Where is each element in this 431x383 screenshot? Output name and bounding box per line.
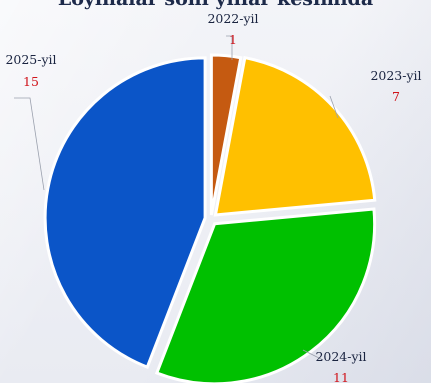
data-label-category-2023-yil: 2023-yil xyxy=(370,68,421,83)
leader-line-2024-yil xyxy=(302,349,324,361)
data-label-category-2022-yil: 2022-yil xyxy=(207,11,258,26)
pie-slice-2023-yil xyxy=(213,55,377,217)
leader-line-2023-yil xyxy=(329,95,339,119)
leader-line-2022-yil xyxy=(226,35,233,60)
pie-slice-2025-yil xyxy=(43,56,207,370)
data-label-value-2022-yil: 1 xyxy=(229,32,237,47)
leader-line-2025-yil xyxy=(14,97,45,191)
data-label-value-2025-yil: 15 xyxy=(23,74,39,89)
data-label-category-2024-yil: 2024-yil xyxy=(315,349,366,364)
data-label-category-2025-yil: 2025-yil xyxy=(5,52,56,67)
pie-slice-2022-yil xyxy=(209,53,243,216)
data-label-value-2024-yil: 11 xyxy=(333,370,349,383)
chart-title: Loyihalar soni yillar kesimida xyxy=(0,0,431,11)
data-label-value-2023-yil: 7 xyxy=(392,89,400,104)
